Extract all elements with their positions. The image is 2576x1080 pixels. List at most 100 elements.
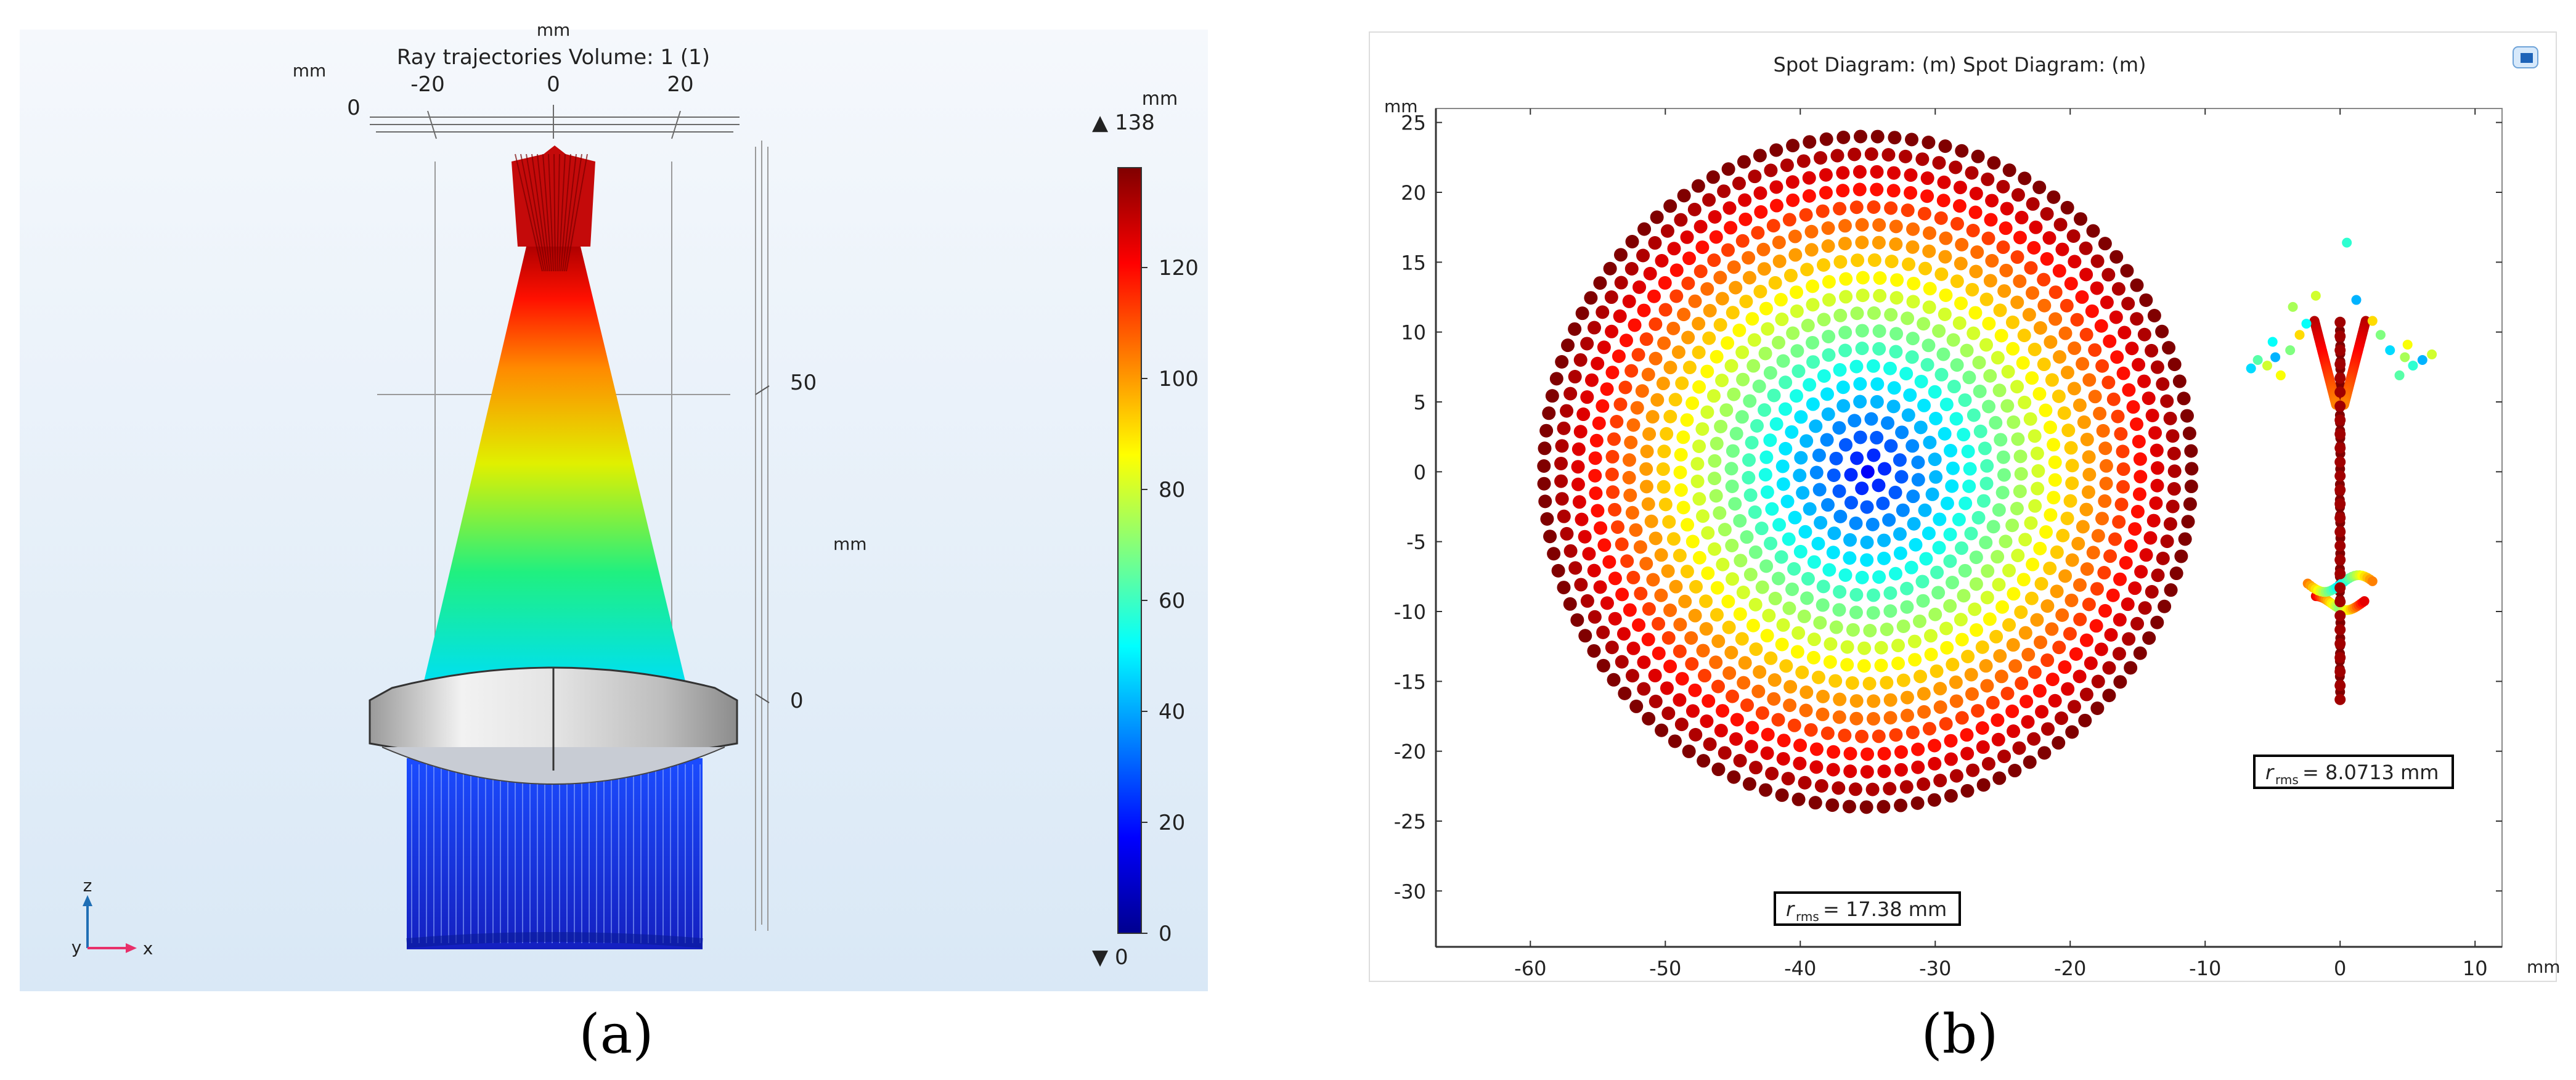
spot-point (1840, 640, 1854, 654)
spot-point (1997, 468, 2011, 482)
spot-point (2058, 326, 2073, 340)
spot-point (1809, 465, 1824, 480)
spot-point (1780, 494, 1795, 509)
spot-point (1806, 397, 1820, 411)
spot-point (2334, 512, 2346, 524)
spot-point (1563, 387, 1578, 401)
spot-point (1786, 139, 1800, 153)
spot-point (1924, 647, 1938, 661)
spot-point (2027, 241, 2041, 255)
spot-point (1905, 133, 1919, 147)
window-icon[interactable] (2513, 46, 2538, 68)
spot-point (2048, 455, 2062, 469)
spot-point (1883, 782, 1897, 796)
spot-point (1794, 410, 1808, 424)
spot-point (1922, 226, 1936, 240)
spot-point (1801, 319, 1815, 333)
spot-point (1901, 408, 1915, 422)
spot-point (2146, 513, 2161, 528)
spot-point (2116, 480, 2130, 494)
spot-point (1853, 182, 1867, 197)
spot-point (1812, 448, 1826, 462)
spot-point (1822, 329, 1836, 343)
spot-point (1947, 380, 1961, 394)
spot-point (1955, 632, 1969, 647)
spot-point (2086, 546, 2100, 560)
spot-point (1900, 708, 1914, 722)
spot-point (1812, 483, 1827, 497)
spot-point (1765, 502, 1779, 516)
spot-point (2125, 342, 2139, 356)
spot-point (2067, 382, 2081, 396)
spot-point (2182, 427, 2196, 441)
spot-point (1900, 600, 1914, 614)
spot-point (2252, 355, 2263, 365)
spot-point (1833, 255, 1848, 269)
spot-point (2032, 180, 2047, 194)
spot-point (2091, 529, 2105, 543)
spot-point (2018, 626, 2032, 640)
spot-point (1612, 349, 1626, 363)
spot-point (1658, 276, 1672, 290)
spot-point (1894, 745, 1908, 759)
spot-point (1748, 545, 1763, 559)
spot-point (1538, 494, 1552, 509)
spot-point (1753, 665, 1767, 679)
spot-point (2052, 264, 2066, 278)
spot-point (1724, 645, 1738, 660)
spot-point (1997, 750, 2011, 764)
spot-point (1607, 673, 1621, 687)
spot-point (1855, 342, 1869, 356)
spot-point (1769, 198, 1783, 213)
spot-point (1692, 439, 1706, 453)
spot-point (1993, 649, 2007, 663)
spot-point (1833, 308, 1848, 322)
spot-point (1970, 245, 1984, 260)
spot-point (2334, 554, 2346, 566)
spot-point (1745, 721, 1759, 735)
spot-point (1708, 454, 1722, 468)
spot-point (2061, 682, 2075, 696)
spot-point (1933, 774, 1947, 788)
spot-point (1922, 244, 1936, 258)
spot-point (1889, 237, 1903, 252)
spot-point (1971, 704, 1985, 718)
spot-point (1694, 219, 1708, 234)
spot-point (1931, 586, 1946, 600)
spot-point (1682, 361, 1697, 375)
spot-point (1859, 800, 1873, 814)
spot-point (2030, 446, 2044, 460)
spot-point (1543, 530, 1557, 544)
spot-point (1870, 129, 1885, 144)
spot-point (2006, 638, 2020, 652)
spot-point (1819, 132, 1833, 146)
spot-point (1806, 650, 1820, 665)
spot-point (2117, 325, 2132, 340)
spot-point (1739, 295, 1753, 309)
spot-point (1803, 135, 1817, 149)
spot-point (2047, 190, 2061, 204)
spot-point (1904, 186, 1918, 200)
spot-point (1856, 288, 1870, 303)
rms-subscript: rms (2275, 772, 2299, 787)
colorbar-tick-label: 60 (1159, 589, 1185, 613)
spot-point (1557, 581, 1571, 595)
spot-point (1952, 512, 1966, 526)
left-unit-label: mm (293, 60, 327, 81)
spot-point (1727, 260, 1741, 274)
spot-point (2058, 660, 2072, 674)
spot-point (1946, 658, 1960, 672)
spot-point (1783, 698, 1797, 713)
spot-point (1865, 517, 1880, 531)
spot-point (1903, 388, 1917, 402)
spot-point (1833, 509, 1848, 523)
spot-point (1874, 640, 1888, 655)
spot-point (1845, 676, 1859, 690)
spot-point (1907, 517, 1921, 531)
spot-point (1557, 421, 1571, 435)
spot-point (1828, 674, 1843, 688)
spot-point (1950, 274, 1964, 288)
spot-point (1939, 288, 1953, 302)
spot-point (1969, 550, 1983, 565)
spot-point (1593, 580, 1607, 594)
